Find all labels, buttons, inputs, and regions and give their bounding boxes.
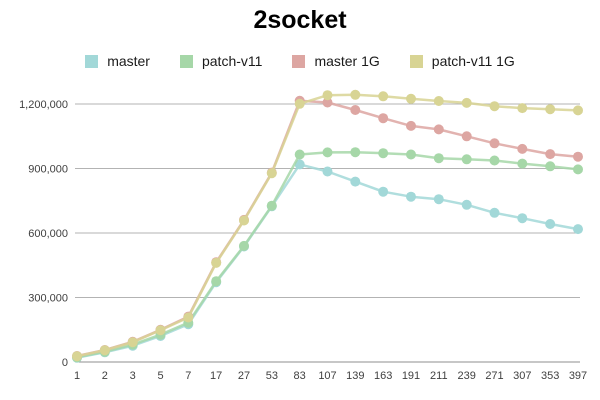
y-tick-label: 300,000 — [28, 293, 68, 305]
data-point-patch-v11-1g[interactable] — [461, 97, 472, 108]
y-tick-label: 1,200,000 — [19, 99, 68, 111]
x-tick-label: 53 — [266, 370, 278, 382]
data-point-patch-v11-1g[interactable] — [545, 104, 556, 115]
legend-item-patch-v11-1g: patch-v11 1G — [409, 53, 515, 69]
data-point-master-1g[interactable] — [378, 113, 389, 124]
data-point-patch-v11[interactable] — [239, 240, 249, 251]
data-point-patch-v11[interactable] — [350, 147, 361, 158]
data-point-master[interactable] — [545, 219, 556, 229]
data-point-patch-v11-1g[interactable] — [266, 168, 277, 179]
x-tick-label: 5 — [157, 370, 163, 382]
data-point-patch-v11-1g[interactable] — [127, 337, 138, 348]
legend-swatch — [179, 54, 193, 68]
x-tick-label: 27 — [238, 370, 250, 382]
x-tick-label: 83 — [294, 370, 306, 382]
data-point-patch-v11-1g[interactable] — [239, 215, 249, 226]
y-tick-label: 0 — [62, 357, 68, 369]
data-point-patch-v11-1g[interactable] — [322, 90, 333, 101]
data-point-patch-v11-1g[interactable] — [433, 96, 444, 106]
data-point-patch-v11-1g[interactable] — [72, 351, 82, 362]
data-point-patch-v11[interactable] — [545, 161, 556, 172]
series-line-master-1g — [75, 99, 580, 358]
data-point-master-1g[interactable] — [350, 105, 361, 115]
x-tick-label: 3 — [130, 370, 136, 382]
data-point-master[interactable] — [294, 159, 305, 170]
series-line-patch-v11 — [75, 150, 580, 359]
data-point-patch-v11-1g[interactable] — [573, 105, 583, 116]
data-point-patch-v11-1g[interactable] — [183, 312, 194, 323]
legend-swatch — [292, 54, 306, 68]
data-point-patch-v11-1g[interactable] — [350, 89, 361, 100]
legend-label: master — [107, 53, 150, 69]
data-point-patch-v11[interactable] — [433, 153, 444, 164]
legend-label: master 1G — [314, 53, 380, 69]
legend-item-master: master — [85, 53, 150, 69]
data-point-patch-v11[interactable] — [406, 149, 416, 160]
x-tick-label: 7 — [185, 370, 191, 382]
data-point-patch-v11[interactable] — [211, 276, 222, 287]
data-point-patch-v11[interactable] — [378, 148, 389, 159]
data-point-patch-v11[interactable] — [294, 149, 305, 160]
series-line-patch-v11-1g — [75, 93, 580, 358]
data-point-patch-v11[interactable] — [517, 158, 528, 169]
legend-item-patch-v11: patch-v11 — [179, 53, 263, 69]
x-tick-label: 163 — [374, 370, 392, 382]
data-point-master-1g[interactable] — [517, 143, 528, 154]
data-point-master-1g[interactable] — [545, 149, 556, 160]
x-tick-label: 2 — [102, 370, 108, 382]
x-tick-label: 211 — [430, 370, 448, 382]
data-point-patch-v11[interactable] — [573, 164, 583, 175]
data-point-patch-v11[interactable] — [489, 155, 500, 166]
data-point-master-1g[interactable] — [573, 151, 583, 162]
data-point-master[interactable] — [350, 176, 361, 187]
data-point-master[interactable] — [433, 194, 444, 205]
data-point-patch-v11-1g[interactable] — [406, 93, 416, 104]
chart-legend: master patch-v11 master 1G patch-v11 1G — [0, 53, 600, 69]
y-tick-label: 900,000 — [28, 164, 68, 176]
data-point-master-1g[interactable] — [489, 138, 500, 149]
data-point-patch-v11-1g[interactable] — [294, 98, 305, 109]
y-tick-label: 600,000 — [28, 228, 68, 240]
data-point-patch-v11[interactable] — [322, 147, 333, 158]
legend-swatch — [85, 54, 99, 68]
x-tick-label: 307 — [513, 370, 531, 382]
data-point-patch-v11[interactable] — [266, 200, 277, 211]
x-tick-label: 353 — [541, 370, 559, 382]
data-point-master[interactable] — [489, 207, 500, 218]
data-point-patch-v11-1g[interactable] — [378, 91, 389, 102]
data-point-master-1g[interactable] — [322, 97, 333, 108]
data-point-master[interactable] — [517, 213, 528, 224]
x-tick-label: 271 — [485, 370, 503, 382]
data-point-master[interactable] — [378, 186, 389, 197]
x-tick-label: 139 — [346, 370, 364, 382]
data-point-patch-v11-1g[interactable] — [211, 257, 222, 268]
data-point-master[interactable] — [406, 191, 416, 202]
x-tick-label: 17 — [210, 370, 222, 382]
series-line-master — [75, 163, 580, 359]
data-point-master-1g[interactable] — [406, 120, 416, 131]
legend-item-master-1g: master 1G — [292, 53, 380, 69]
x-tick-label: 191 — [402, 370, 420, 382]
x-tick-label: 107 — [318, 370, 336, 382]
data-point-patch-v11-1g[interactable] — [517, 103, 528, 114]
data-point-master[interactable] — [322, 166, 333, 177]
data-point-master[interactable] — [573, 224, 583, 235]
chart-title: 2socket — [253, 6, 347, 34]
legend-label: patch-v11 — [201, 53, 263, 69]
legend-swatch — [409, 54, 423, 68]
data-point-patch-v11-1g[interactable] — [155, 325, 166, 336]
data-point-master-1g[interactable] — [433, 124, 444, 135]
data-point-patch-v11-1g[interactable] — [489, 101, 500, 112]
x-tick-label: 239 — [457, 370, 475, 382]
data-point-patch-v11-1g[interactable] — [99, 345, 110, 356]
data-point-master-1g[interactable] — [461, 131, 472, 142]
data-point-patch-v11[interactable] — [461, 154, 472, 165]
data-point-master[interactable] — [461, 199, 472, 210]
legend-label: patch-v11 1G — [431, 53, 515, 69]
x-tick-label: 1 — [74, 370, 80, 382]
x-tick-label: 397 — [569, 370, 587, 382]
